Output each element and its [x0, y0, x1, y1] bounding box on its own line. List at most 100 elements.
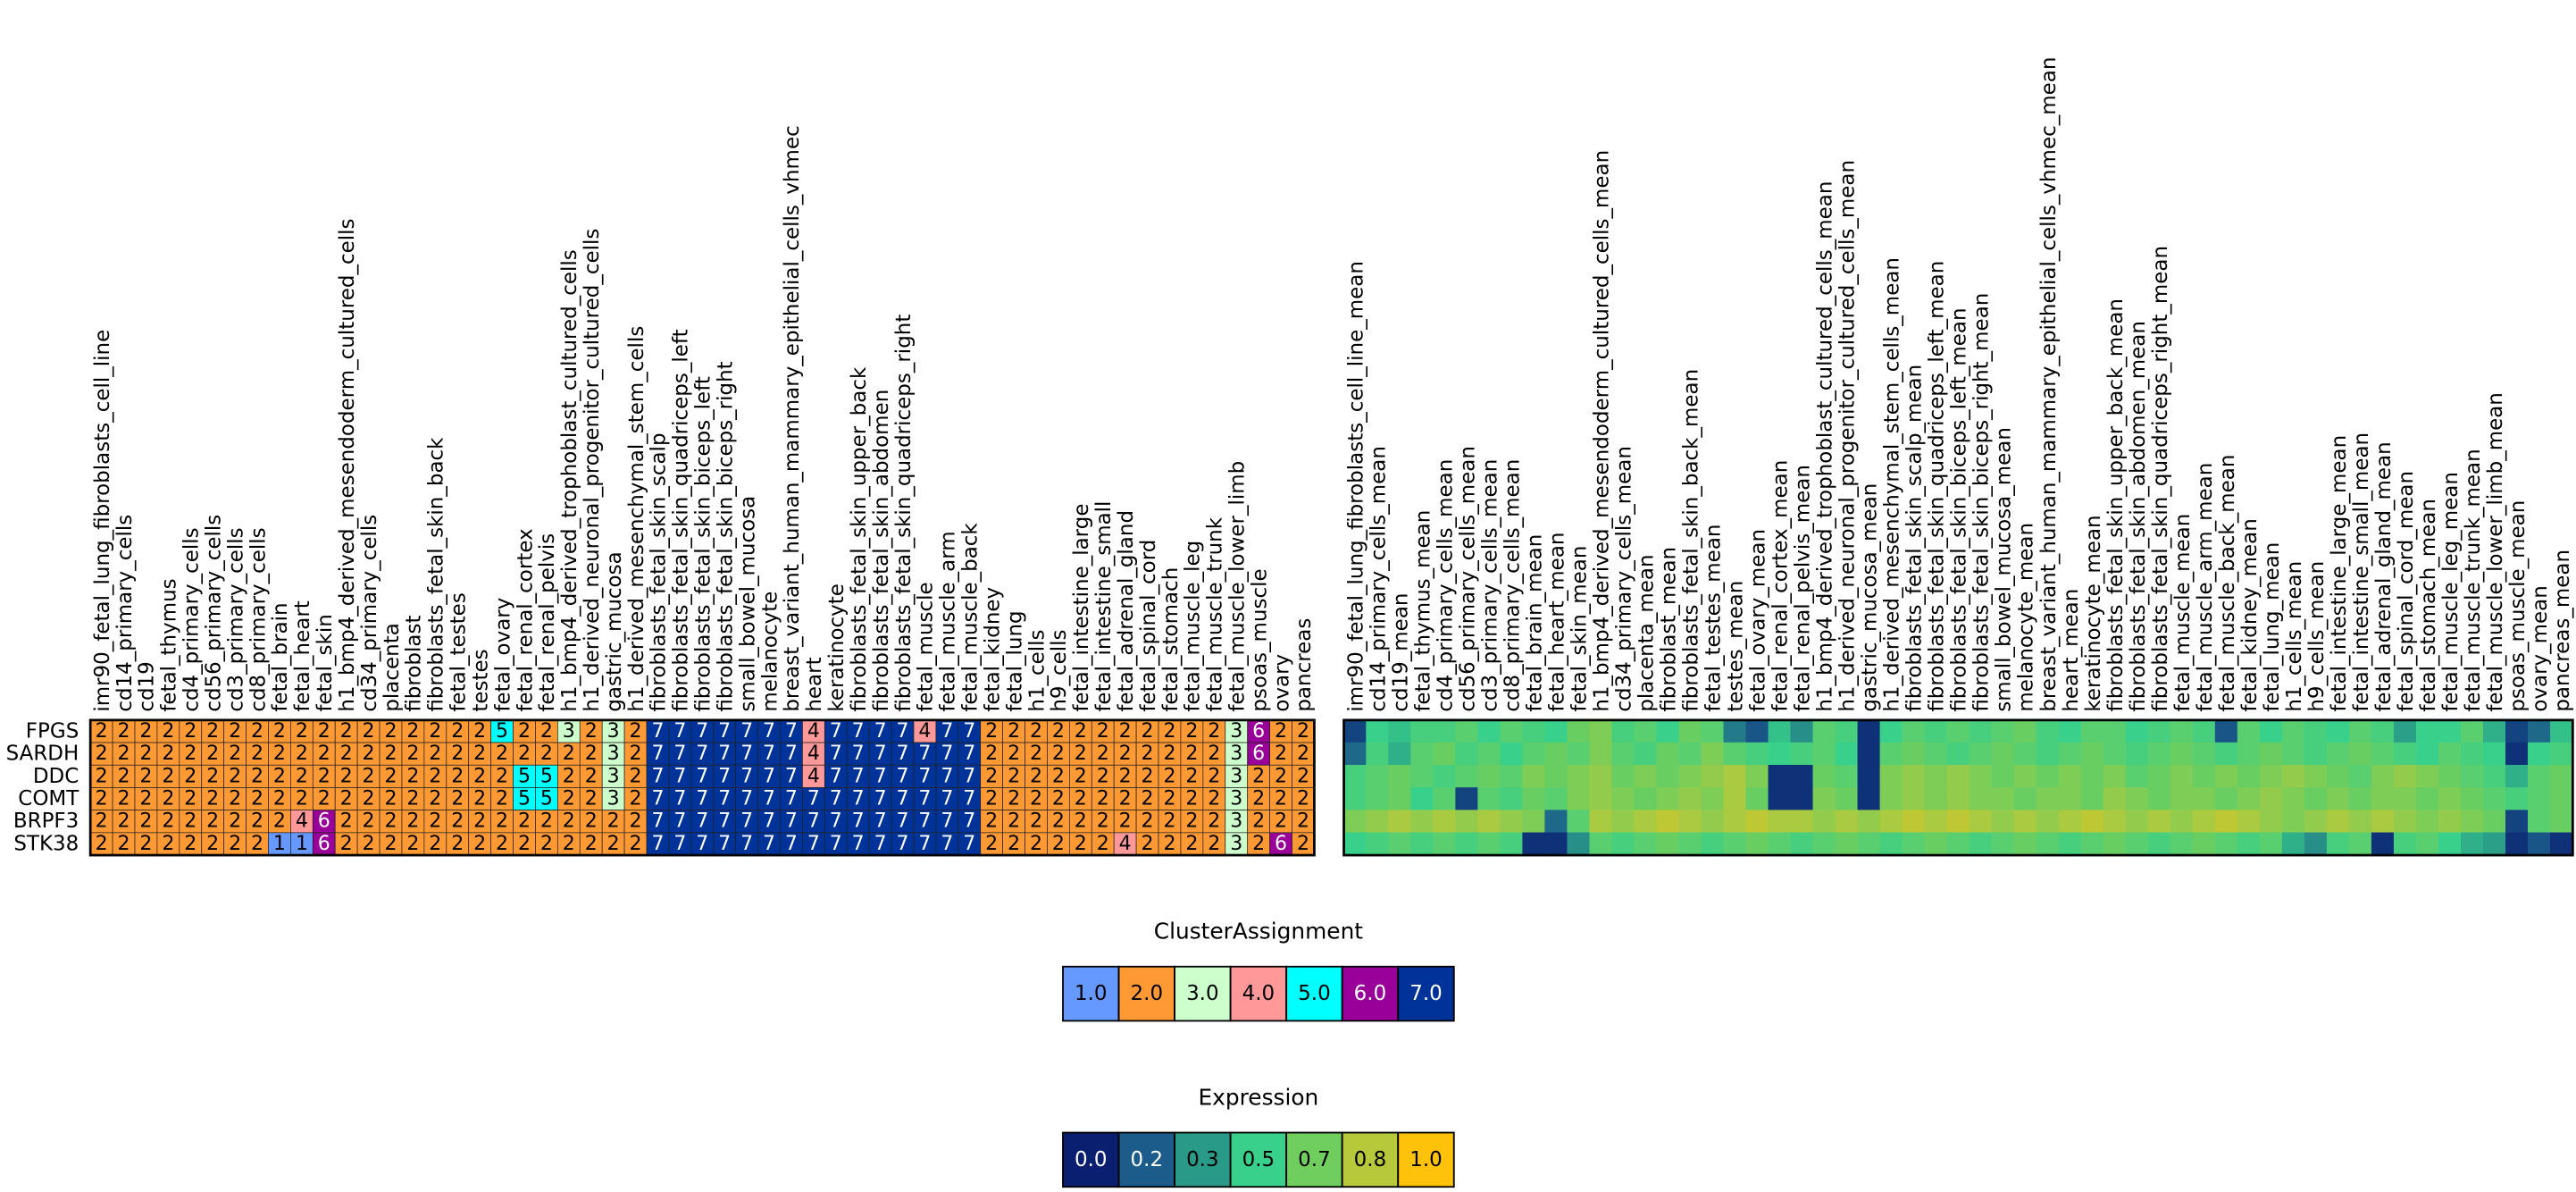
heatmap-cell — [713, 719, 737, 743]
cell-label: 2 — [1297, 810, 1309, 833]
column-label: fibroblasts_fetal_skin_biceps_right — [714, 361, 737, 711]
heatmap-cell — [2371, 719, 2395, 743]
cell-label: 2 — [473, 833, 486, 855]
cell-label: 2 — [1142, 788, 1154, 810]
cell-label: 7 — [740, 810, 753, 833]
cell-label: 3 — [563, 720, 575, 743]
heatmap-cell — [1455, 764, 1478, 788]
heatmap-cell — [1946, 764, 1970, 788]
column-label: fibroblasts_fetal_skin_abdomen_mean — [2127, 321, 2150, 712]
cell-label: 7 — [740, 743, 753, 765]
cell-label: 2 — [363, 810, 375, 833]
heatmap-cell — [780, 764, 803, 788]
heatmap-cell — [1768, 810, 1792, 834]
heatmap-cell — [2326, 764, 2350, 788]
heatmap-cell — [713, 764, 737, 788]
heatmap-cell — [1790, 764, 1814, 788]
column-label: fetal_testes — [447, 592, 471, 711]
heatmap-cell — [913, 810, 937, 834]
heatmap-cell — [2326, 832, 2350, 856]
heatmap-cell — [1477, 719, 1501, 743]
legend-swatch — [1062, 965, 1120, 1022]
cell-label: 2 — [1163, 833, 1175, 855]
heatmap-cell — [713, 787, 737, 811]
cell-label: 7 — [763, 788, 775, 810]
cell-label: 2 — [384, 810, 397, 833]
column-label: cd19 — [136, 661, 159, 711]
heatmap-cell — [423, 719, 447, 743]
heatmap-cell — [2103, 810, 2127, 834]
heatmap-cell — [690, 787, 715, 811]
heatmap-cell — [134, 787, 158, 811]
cell-label: 2 — [296, 788, 308, 810]
cell-label: 2 — [1008, 788, 1020, 810]
cell-label: 2 — [206, 788, 219, 810]
heatmap-cell — [1723, 787, 1747, 810]
heatmap-cell — [1388, 742, 1411, 766]
heatmap-cell — [535, 764, 558, 788]
cell-label: 2 — [563, 765, 575, 787]
heatmap-cell — [1388, 719, 1411, 743]
heatmap-cell — [268, 810, 291, 834]
cell-label: 2 — [251, 720, 263, 743]
heatmap-cell — [1790, 719, 1814, 743]
legend-swatch — [1229, 1131, 1288, 1188]
heatmap-cell — [802, 764, 825, 788]
cell-label: 2 — [1185, 833, 1198, 855]
cell-label: 2 — [585, 720, 598, 743]
cell-label: 2 — [1185, 788, 1198, 810]
heatmap-cell — [1269, 787, 1292, 811]
cell-label: 7 — [696, 833, 708, 855]
column-label: melanocyte — [758, 592, 782, 712]
cell-label: 7 — [673, 788, 686, 810]
cell-label: 2 — [1142, 720, 1154, 743]
heatmap-cell — [1902, 810, 1926, 834]
heatmap-cell — [1388, 832, 1411, 856]
heatmap-cell — [1634, 787, 1658, 810]
heatmap-cell — [112, 719, 136, 743]
heatmap-cell — [891, 810, 915, 834]
heatmap-cell — [2192, 810, 2216, 834]
cell-label: 7 — [696, 788, 708, 810]
cell-label: 2 — [184, 788, 197, 810]
cell-label: 7 — [740, 833, 753, 855]
heatmap-cell — [1656, 719, 1680, 743]
heatmap-cell — [2482, 832, 2506, 856]
cell-label: 7 — [852, 833, 865, 855]
heatmap-cell — [1969, 787, 1993, 810]
cell-label: 7 — [963, 810, 975, 833]
column-label: cd14_primary_cells — [113, 515, 137, 712]
heatmap-cell — [2415, 764, 2439, 788]
cell-label: 2 — [96, 810, 108, 833]
heatmap-cell — [1202, 787, 1226, 811]
heatmap-cell — [1611, 742, 1635, 766]
heatmap-cell — [690, 832, 715, 856]
row-label: DDC — [33, 765, 79, 788]
heatmap-cell — [1410, 832, 1434, 856]
cell-label: 2 — [406, 810, 419, 833]
column-label: small_bowel_mucosa_mean — [1993, 427, 2016, 712]
cell-label: 7 — [718, 810, 731, 833]
column-label: fetal_muscle_back — [959, 523, 983, 712]
cell-label: 7 — [852, 765, 865, 787]
heatmap-cell — [556, 764, 581, 788]
column-label: fibroblasts_fetal_skin_quadriceps_left — [670, 329, 693, 711]
heatmap-cell — [1589, 764, 1612, 788]
heatmap-cell — [980, 832, 1004, 856]
column-label: fibroblasts_fetal_skin_upper_back_mean — [2104, 298, 2128, 712]
heatmap-cell — [490, 742, 514, 766]
heatmap-cell — [201, 742, 225, 766]
heatmap-cell — [1522, 787, 1545, 810]
cell-label: 2 — [1075, 788, 1087, 810]
heatmap-cell — [1522, 764, 1545, 788]
cell-label: 2 — [1075, 743, 1087, 765]
cell-label: 2 — [985, 810, 998, 833]
column-label: fetal_spinal_cord — [1137, 540, 1160, 712]
legend-swatch — [1229, 965, 1288, 1022]
cell-label: 2 — [206, 833, 219, 855]
cell-label: 2 — [1297, 720, 1309, 743]
heatmap-cell — [824, 742, 848, 766]
heatmap-cell — [1247, 832, 1270, 856]
cell-label: 2 — [585, 743, 598, 765]
cell-label: 2 — [473, 810, 486, 833]
